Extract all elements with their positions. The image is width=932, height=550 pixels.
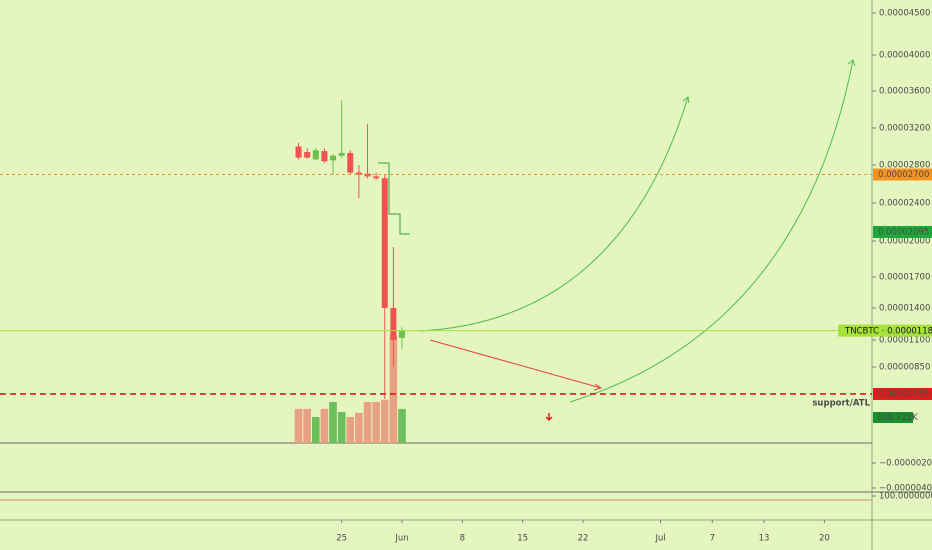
volume-bar: [337, 411, 346, 443]
y-tick-label: 0.00001100: [879, 336, 930, 346]
volume-tag-label: 108.722K: [877, 413, 918, 423]
marks: [294, 100, 406, 443]
projection-curve: [569, 59, 854, 403]
x-tick-label: 20: [819, 534, 830, 544]
candle-body: [355, 172, 362, 175]
y-tick-label: 0.00001400: [879, 304, 930, 314]
y-tick-label: 0.00004000: [879, 51, 930, 61]
x-tick-label: 8: [460, 534, 465, 544]
volume-bar: [294, 408, 303, 443]
volume-bar: [372, 401, 380, 443]
x-tick-label: 15: [517, 534, 528, 544]
y-tick-label: −0.00000200: [879, 459, 932, 469]
volume-tag: [873, 412, 913, 423]
symbol-tag: [838, 324, 932, 337]
candle-body: [381, 178, 388, 308]
arrow-head: [682, 96, 690, 104]
candle-body: [304, 152, 311, 158]
arrow-head: [593, 383, 603, 391]
price-tag-value: 0.00001188: [887, 326, 932, 336]
volume-bar: [355, 412, 363, 443]
volume-bar: [312, 416, 320, 443]
y-tick-label: 0.00002400: [879, 199, 930, 209]
candle-body: [312, 150, 319, 160]
x-tick-label: 25: [336, 534, 347, 544]
x-tick-label: 22: [578, 534, 589, 544]
volume-bar: [320, 408, 329, 443]
x-tick-label: 13: [759, 534, 770, 544]
separator: ·: [879, 326, 887, 336]
volume-bar: [380, 399, 389, 443]
down-arrow: [545, 413, 553, 422]
volume-bar: [329, 401, 337, 443]
price-tag: [873, 225, 932, 238]
candle-body: [373, 176, 380, 179]
x-tick-label: Jun: [394, 534, 408, 544]
y-tick-label: 0.00001700: [879, 273, 930, 283]
arrow-head: [847, 59, 856, 67]
price-line-note: support/ATL: [812, 398, 870, 408]
y-tick-label: 0.00002000: [879, 237, 930, 247]
candle-body: [399, 330, 405, 338]
candle-body: [390, 308, 397, 340]
price-tag-label: TNCBTC · 0.00001188: [844, 326, 932, 336]
price-tag-label: 0.00002095: [878, 227, 929, 237]
y-tick-label: 0.00003600: [879, 87, 930, 97]
x-tick-label: Jul: [654, 534, 665, 544]
volume-bar: [346, 416, 355, 443]
volume-bar: [398, 408, 406, 443]
price-tag-label: 0.00000555: [878, 389, 929, 399]
candle-body: [347, 152, 354, 173]
y-tick-label: 0.00004500: [879, 9, 930, 19]
y-tick-label: 100.00000000: [879, 492, 932, 502]
candle-body: [295, 146, 302, 158]
y-tick-label: 0.00000850: [879, 363, 930, 373]
price-tag-label: 0.00002700: [878, 170, 929, 180]
candle-body: [330, 155, 337, 161]
volume-bar: [363, 401, 372, 443]
x-tick-label: 7: [710, 534, 715, 544]
y-tick-label: 0.00002800: [879, 161, 930, 171]
projection-curve: [419, 96, 689, 332]
y-tick-label: 0.00003200: [879, 124, 930, 134]
candle-body: [321, 151, 328, 162]
projection-line: [429, 339, 602, 389]
volume-bar: [389, 334, 398, 443]
y-tick-label: −0.00000400: [879, 484, 932, 494]
symbol: TNCBTC: [844, 326, 879, 336]
indicator-step: [378, 162, 410, 235]
candle-body: [338, 152, 345, 156]
price-tag: [873, 168, 932, 181]
volume-bar: [303, 408, 311, 443]
price-tag: [873, 387, 932, 400]
